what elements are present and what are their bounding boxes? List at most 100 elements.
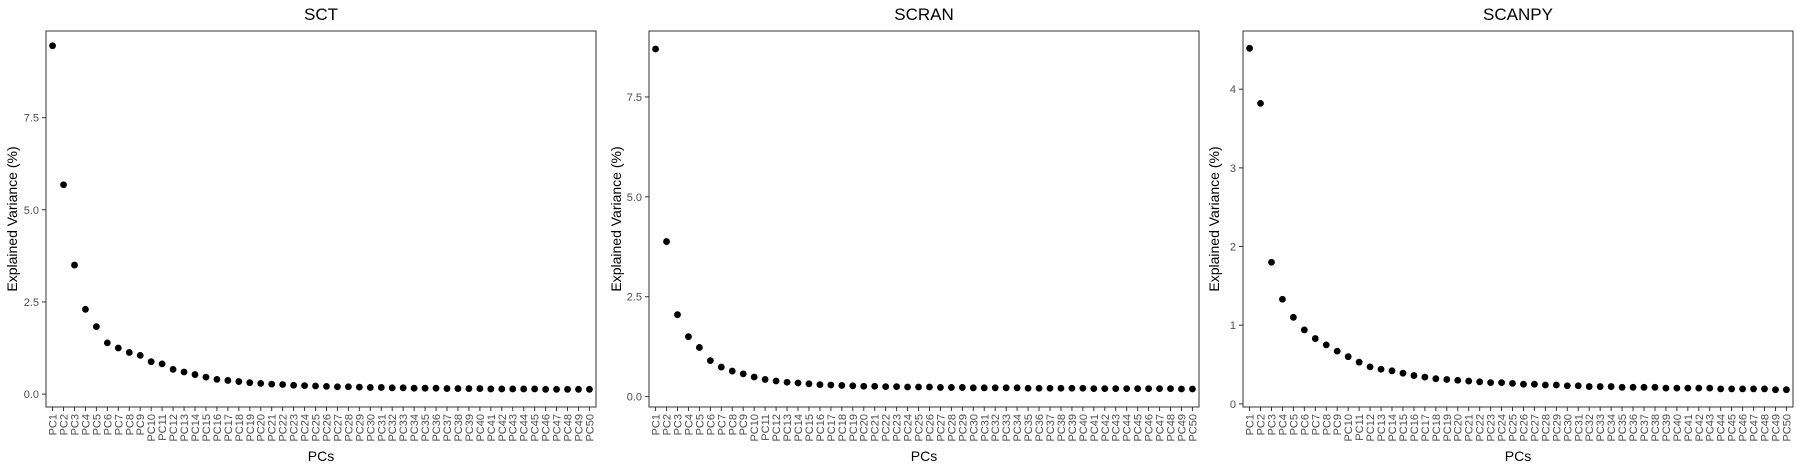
data-point-pc26: [1520, 380, 1527, 388]
data-point-pc17: [1421, 373, 1429, 381]
data-point-pc8: [1322, 341, 1330, 349]
data-point-pc9: [739, 370, 747, 378]
x-tick-label: PC43: [1705, 414, 1717, 442]
data-point-pc30: [366, 384, 374, 391]
data-point-pc36: [1035, 384, 1043, 392]
x-tick-label: PC24: [903, 414, 915, 442]
data-point-pc10: [147, 358, 155, 366]
data-point-pc29: [958, 384, 966, 391]
x-tick-label: PC25: [311, 414, 323, 442]
data-point-pc39: [465, 385, 473, 392]
data-point-pc13: [180, 368, 188, 376]
x-tick-label: PC16: [1409, 414, 1421, 442]
data-point-pc44: [520, 385, 528, 393]
x-tick-label: PC22: [1475, 414, 1487, 442]
data-point-pc20: [860, 382, 868, 390]
x-tick-label: PC32: [990, 414, 1002, 442]
data-point-pc25: [915, 383, 922, 391]
data-point-pc35: [1618, 383, 1626, 391]
data-point-pc18: [838, 382, 846, 389]
data-point-pc28: [947, 384, 955, 391]
x-tick-label: PC13: [782, 414, 794, 442]
data-point-pc46: [1145, 385, 1152, 393]
data-point-pc2: [663, 238, 670, 245]
x-tick-label: PC38: [1056, 414, 1068, 442]
x-tick-label: PC34: [409, 414, 421, 442]
x-tick-label: PC8: [727, 414, 739, 435]
data-point-pc17: [224, 377, 232, 384]
x-tick-label: PC38: [453, 414, 465, 442]
data-point-pc41: [1684, 384, 1692, 392]
data-point-pc32: [1585, 383, 1593, 390]
x-tick-label: PC28: [946, 414, 958, 442]
x-tick-label: PC14: [1387, 414, 1399, 442]
y-tick-label: 4: [1230, 84, 1236, 96]
x-tick-label: PC43: [1111, 414, 1123, 442]
plot-frame: [45, 30, 597, 408]
data-point-pc43: [1112, 385, 1120, 393]
x-tick-label: PC37: [1639, 414, 1651, 442]
data-point-pc3: [1268, 258, 1275, 266]
data-point-pc4: [685, 333, 692, 341]
x-tick-label: PC27: [1529, 414, 1541, 442]
x-tick-label: PC1: [1245, 414, 1257, 435]
data-point-pc25: [1509, 380, 1516, 387]
x-tick-layer: PC1PC2PC3PC4PC5PC6PC7PC8PC9PC10PC11PC12P…: [48, 407, 596, 442]
y-tick-layer: 0 1 2 3 4: [1230, 84, 1243, 411]
data-point-pc7: [1311, 335, 1319, 342]
x-tick-label: PC6: [1299, 414, 1311, 435]
y-tick-label: 5.0: [627, 192, 642, 204]
data-point-pc23: [893, 383, 901, 391]
x-tick-label: PC27: [332, 414, 344, 442]
x-axis-title: PCs: [911, 448, 937, 464]
data-point-pc46: [1739, 385, 1746, 393]
x-tick-label: PC25: [914, 414, 926, 442]
x-tick-label: PC5: [1288, 414, 1300, 435]
x-tick-label: PC22: [278, 414, 290, 442]
data-point-pc42: [498, 385, 506, 393]
x-tick-label: PC39: [1661, 414, 1673, 442]
data-point-pc12: [169, 366, 177, 373]
x-tick-label: PC21: [267, 414, 279, 442]
x-tick-label: PC36: [1628, 414, 1640, 442]
x-tick-label: PC22: [881, 414, 893, 442]
x-tick-label: PC8: [124, 414, 136, 435]
x-axis-title: PCs: [1505, 448, 1531, 464]
data-point-pc50: [1189, 385, 1196, 393]
data-point-pc3: [71, 261, 78, 269]
x-tick-label: PC14: [190, 414, 202, 442]
x-tick-label: PC7: [113, 414, 125, 435]
data-point-pc22: [882, 383, 890, 391]
data-point-pc42: [1695, 384, 1703, 392]
data-point-pc5: [93, 323, 100, 331]
data-point-pc27: [937, 384, 944, 391]
panel-scanpy: SCANPY PCs Explained Variance (%) PC1PC2…: [1206, 5, 1794, 464]
x-tick-label: PC35: [420, 414, 432, 442]
data-point-pc40: [476, 385, 484, 392]
data-point-pc31: [1574, 382, 1582, 390]
x-tick-label: PC40: [1078, 414, 1090, 442]
x-tick-label: PC31: [376, 414, 388, 442]
x-tick-label: PC26: [321, 414, 333, 442]
data-point-pc24: [904, 383, 911, 391]
data-point-pc14: [191, 371, 199, 378]
data-point-pc46: [542, 385, 549, 393]
y-tick-label: 1: [1230, 320, 1236, 332]
data-point-pc5: [696, 344, 703, 351]
x-tick-label: PC6: [705, 414, 717, 435]
y-tick-layer: 0.0 2.5 5.0 7.5: [627, 92, 649, 404]
x-tick-label: PC16: [212, 414, 224, 442]
data-point-pc37: [1046, 384, 1054, 392]
data-point-pc24: [301, 382, 308, 390]
x-tick-label: PC47: [552, 414, 564, 442]
data-point-pc10: [750, 373, 758, 381]
data-point-pc18: [1432, 375, 1440, 383]
data-point-pc38: [1057, 384, 1065, 392]
x-tick-label: PC34: [1606, 414, 1618, 442]
x-tick-label: PC48: [1166, 414, 1178, 442]
data-point-pc10: [1344, 353, 1352, 361]
x-tick-label: PC33: [1595, 414, 1607, 442]
x-tick-label: PC24: [1497, 414, 1509, 442]
x-tick-label: PC48: [563, 414, 575, 442]
x-tick-label: PC10: [1343, 414, 1355, 442]
